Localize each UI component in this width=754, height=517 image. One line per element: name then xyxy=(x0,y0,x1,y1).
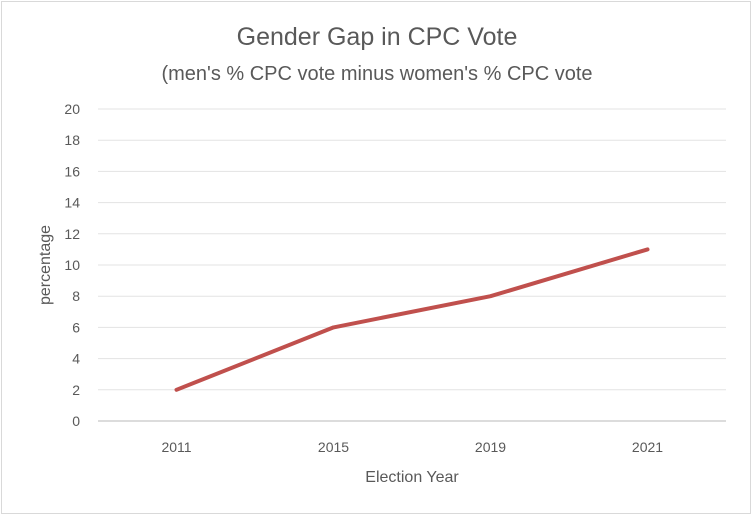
y-tick-label: 10 xyxy=(64,257,80,273)
y-tick-label: 0 xyxy=(72,413,80,429)
y-tick-label: 18 xyxy=(64,132,80,148)
y-tick-label: 14 xyxy=(64,195,80,211)
x-tick-labels: 2011 2015 2019 2021 xyxy=(161,439,663,455)
x-tick-label: 2021 xyxy=(632,439,663,455)
series-line xyxy=(174,247,650,392)
y-tick-label: 8 xyxy=(72,288,80,304)
y-tick-label: 6 xyxy=(72,319,80,335)
chart-title: Gender Gap in CPC Vote xyxy=(237,23,518,51)
x-tick-label: 2011 xyxy=(161,439,191,455)
series-layer xyxy=(174,247,650,392)
y-tick-label: 20 xyxy=(64,101,80,117)
chart-subtitle: (men's % CPC vote minus women's % CPC vo… xyxy=(161,63,592,85)
y-axis-title: percentage xyxy=(37,225,54,305)
gridlines xyxy=(98,108,726,422)
y-tick-label: 16 xyxy=(64,163,80,179)
y-tick-labels: 0 2 4 6 8 10 12 14 16 18 20 xyxy=(64,101,80,429)
y-tick-label: 12 xyxy=(64,226,80,242)
y-tick-label: 2 xyxy=(72,382,80,398)
x-tick-label: 2015 xyxy=(318,439,349,455)
x-axis-title: Election Year xyxy=(365,469,459,486)
y-tick-label: 4 xyxy=(72,351,80,367)
x-tick-label: 2019 xyxy=(475,439,506,455)
